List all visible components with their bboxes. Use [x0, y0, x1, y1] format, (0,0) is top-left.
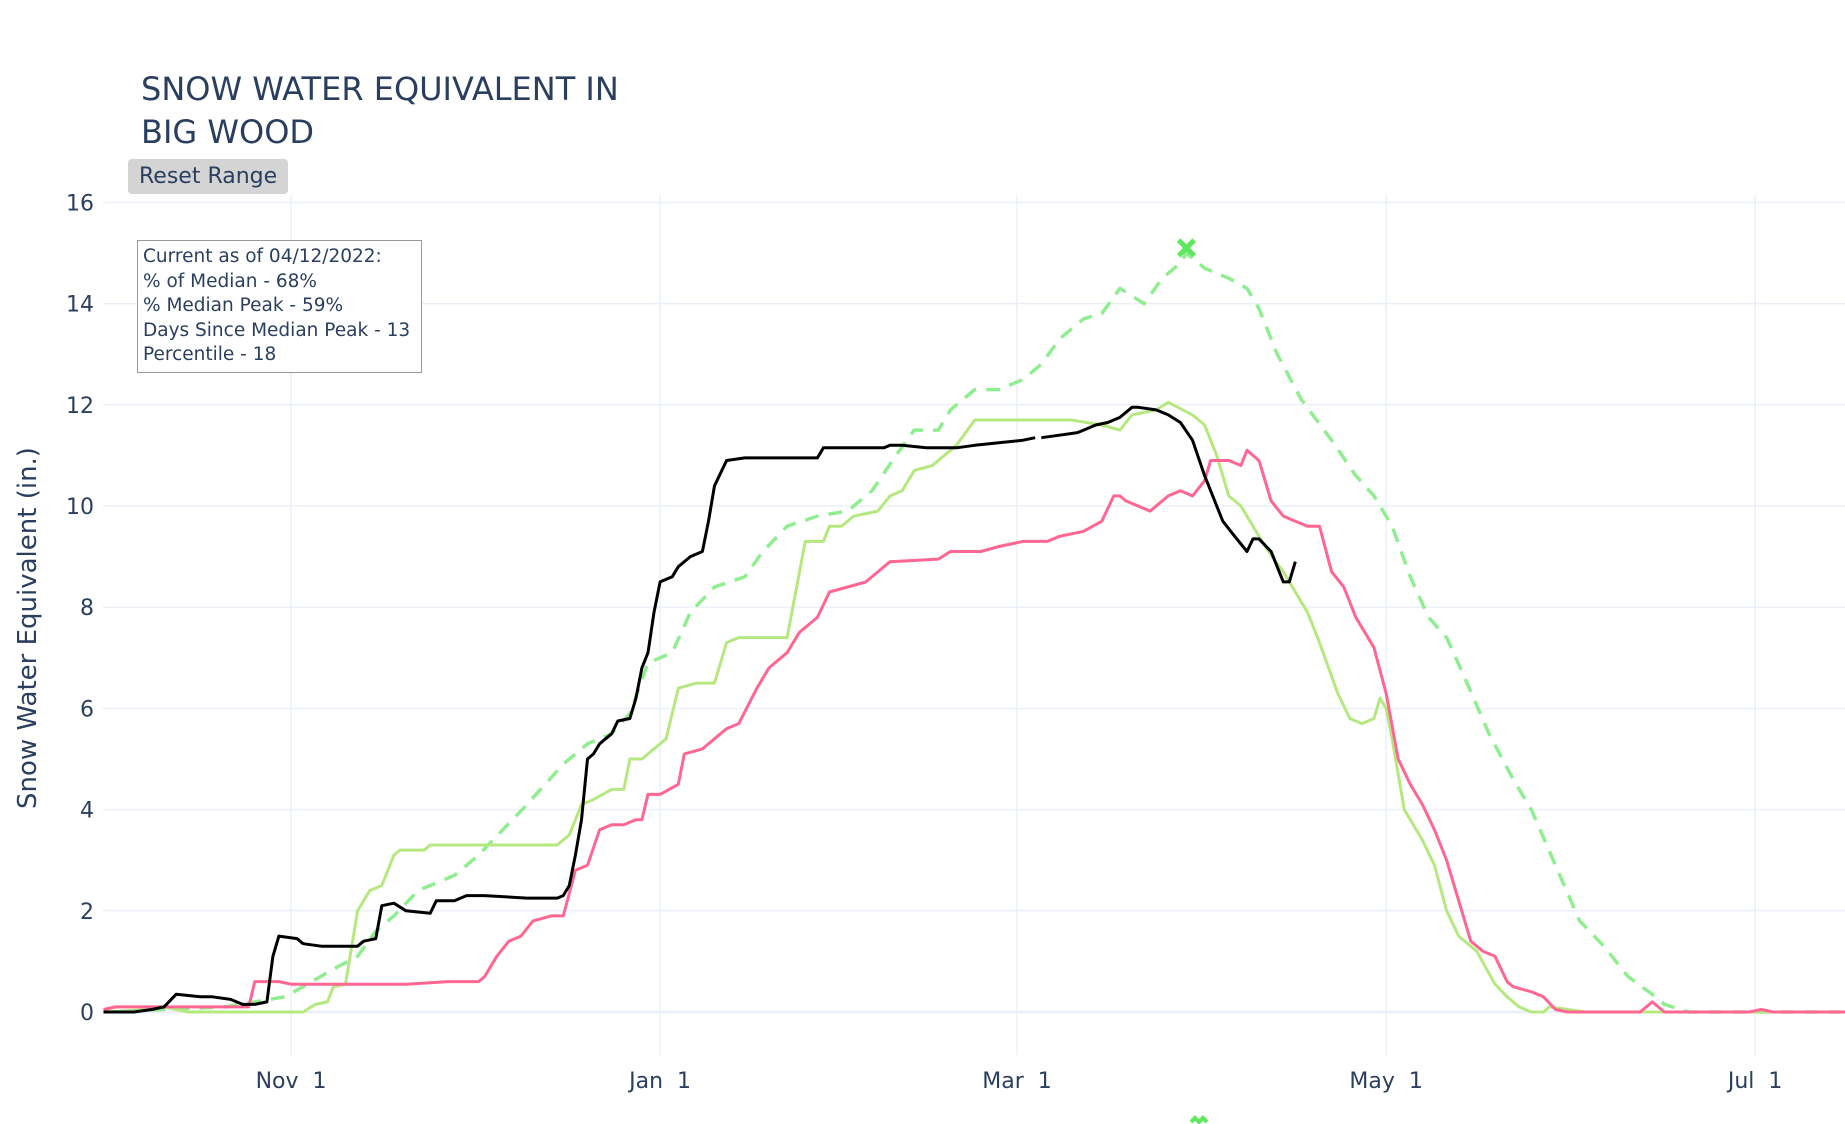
data-series — [103, 251, 1845, 1014]
annotation-line-days-since-peak: Days Since Median Peak - 13 — [143, 319, 411, 341]
median-peak-marker[interactable] — [1176, 238, 1196, 258]
y-tick-label: 4 — [80, 799, 94, 824]
chart-title: SNOW WATER EQUIVALENT IN BIG WOOD — [141, 70, 619, 151]
gridlines — [103, 195, 1845, 1055]
x-tick-label: Nov 1 — [256, 1069, 327, 1094]
annotation-line-pct-median: % of Median - 68% — [143, 270, 318, 292]
y-axis-ticks: 0 2 4 6 8 10 12 14 16 — [66, 191, 94, 1026]
y-tick-label: 2 — [80, 900, 94, 925]
reset-range-button[interactable]: Reset Range — [128, 159, 289, 194]
x-marker-icon[interactable] — [1176, 238, 1196, 258]
y-tick-label: 0 — [80, 1001, 94, 1026]
x-axis-ticks: Nov 1 Jan 1 Mar 1 May 1 Jul 1 — [256, 1069, 1783, 1094]
x-tick-label: Jan 1 — [627, 1069, 691, 1094]
y-tick-label: 16 — [66, 191, 94, 216]
x-tick-label: May 1 — [1349, 1069, 1422, 1094]
series-line — [103, 436, 1036, 1014]
annotation-line-date: Current as of 04/12/2022: — [143, 246, 382, 267]
annotation-line-percentile: Percentile - 18 — [143, 344, 277, 365]
x-tick-label: Mar 1 — [982, 1069, 1052, 1094]
x-tick-label: Jul 1 — [1726, 1069, 1783, 1094]
series-line — [1041, 405, 1297, 584]
y-tick-label: 6 — [80, 697, 94, 722]
annotation-line-pct-median-peak: % Median Peak - 59% — [143, 295, 344, 316]
series-line — [103, 251, 1845, 1014]
y-tick-label: 12 — [66, 394, 94, 419]
y-axis-label: Snow Water Equivalent (in.) — [13, 447, 43, 809]
y-tick-label: 10 — [66, 495, 94, 520]
series-line — [103, 448, 1845, 1014]
y-tick-label: 8 — [80, 596, 94, 621]
y-tick-label: 14 — [66, 293, 94, 318]
series-line — [103, 400, 1845, 1014]
legend-marker-clipped — [1189, 1115, 1209, 1124]
current-stats-annotation: Current as of 04/12/2022: % of Median - … — [137, 240, 422, 373]
